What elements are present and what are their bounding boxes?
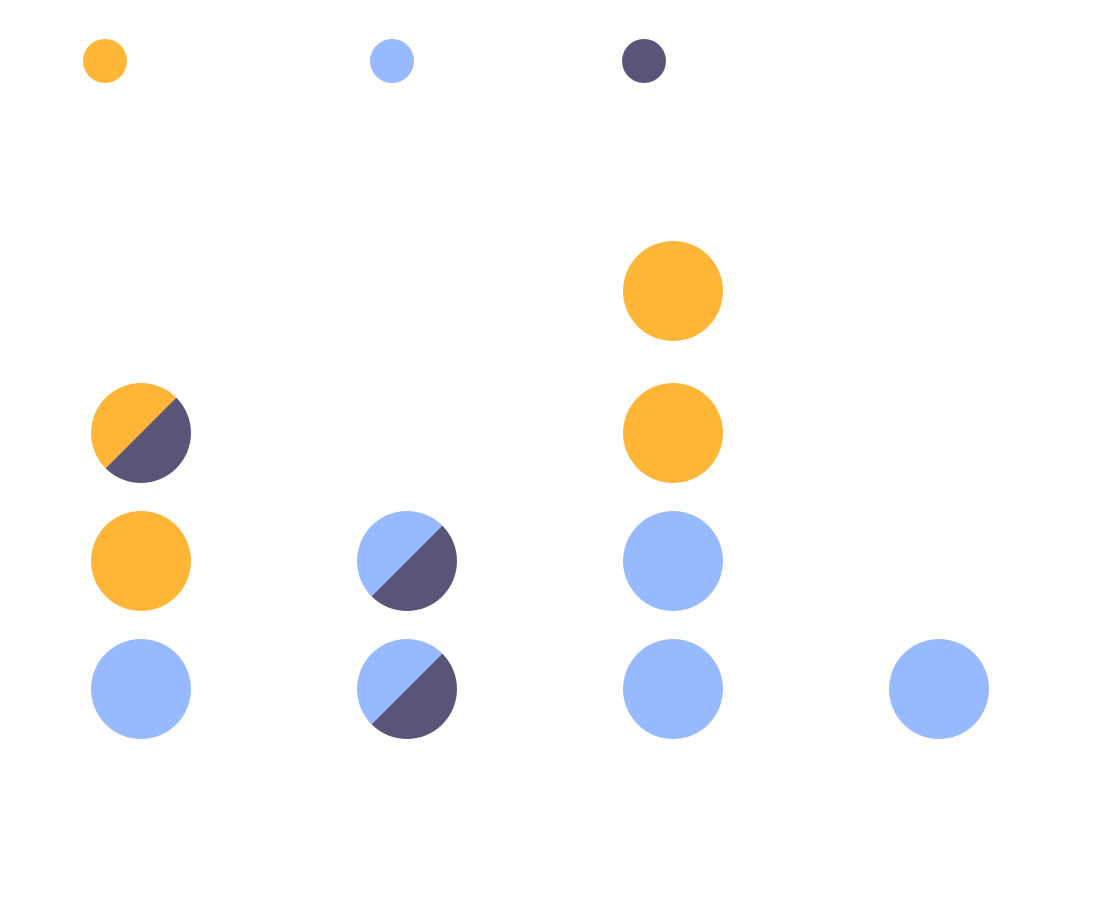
dot-segment-upper [357,511,443,597]
dot-col1-row3 [91,383,191,483]
dot-col3-row3 [623,383,723,483]
legend-marker-2 [370,39,414,83]
dot-col2-row1 [357,639,458,739]
dot-col2-row2 [357,511,458,612]
dot-segment-upper [357,639,443,725]
dot-segment-lower [371,653,458,739]
dot-segment-lower [371,525,458,612]
dot-col3-row4 [623,241,723,341]
dot-col3-row1 [623,639,723,739]
legend-marker-1 [83,39,127,83]
legend-marker-3 [622,39,666,83]
dot-matrix-plot-area [91,241,989,739]
dot-col1-row1 [91,639,191,739]
dot-segment-lower [105,397,191,483]
dot-col3-row2 [623,511,723,611]
dot-segment-upper [91,383,177,469]
legend [83,39,666,83]
dot-col4-row1 [889,639,989,739]
dot-col1-row2 [91,511,191,611]
